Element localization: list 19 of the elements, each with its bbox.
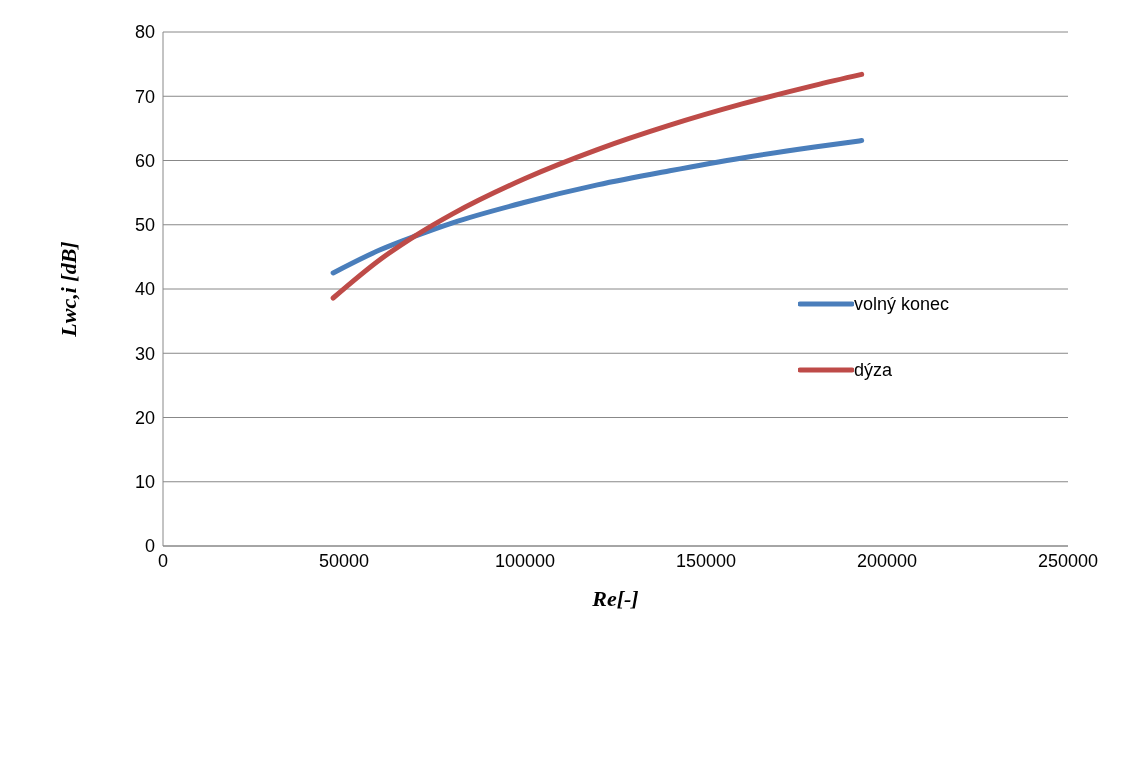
legend-label: dýza [854,359,893,381]
y-tick-label: 20 [134,407,155,428]
x-tick-label: 250000 [1037,550,1099,571]
y-tick-label: 60 [134,150,155,171]
x-tick-label: 100000 [494,550,556,571]
y-tick-label: 30 [134,343,155,364]
x-tick-label: 0 [157,550,169,571]
y-tick-label: 70 [134,86,155,107]
y-axis-title: Lwc,i [dB] [55,241,81,338]
y-tick-label: 50 [134,215,155,236]
x-tick-label: 50000 [318,550,370,571]
y-tick-label: 80 [134,22,155,43]
x-axis-title: Re[-] [591,586,639,611]
x-tick-label: 150000 [675,550,737,571]
y-tick-label: 10 [134,472,155,493]
legend-label: volný konec [854,293,950,315]
y-tick-label: 0 [144,536,155,557]
x-tick-label: 200000 [856,550,918,571]
y-tick-label: 40 [134,279,155,300]
